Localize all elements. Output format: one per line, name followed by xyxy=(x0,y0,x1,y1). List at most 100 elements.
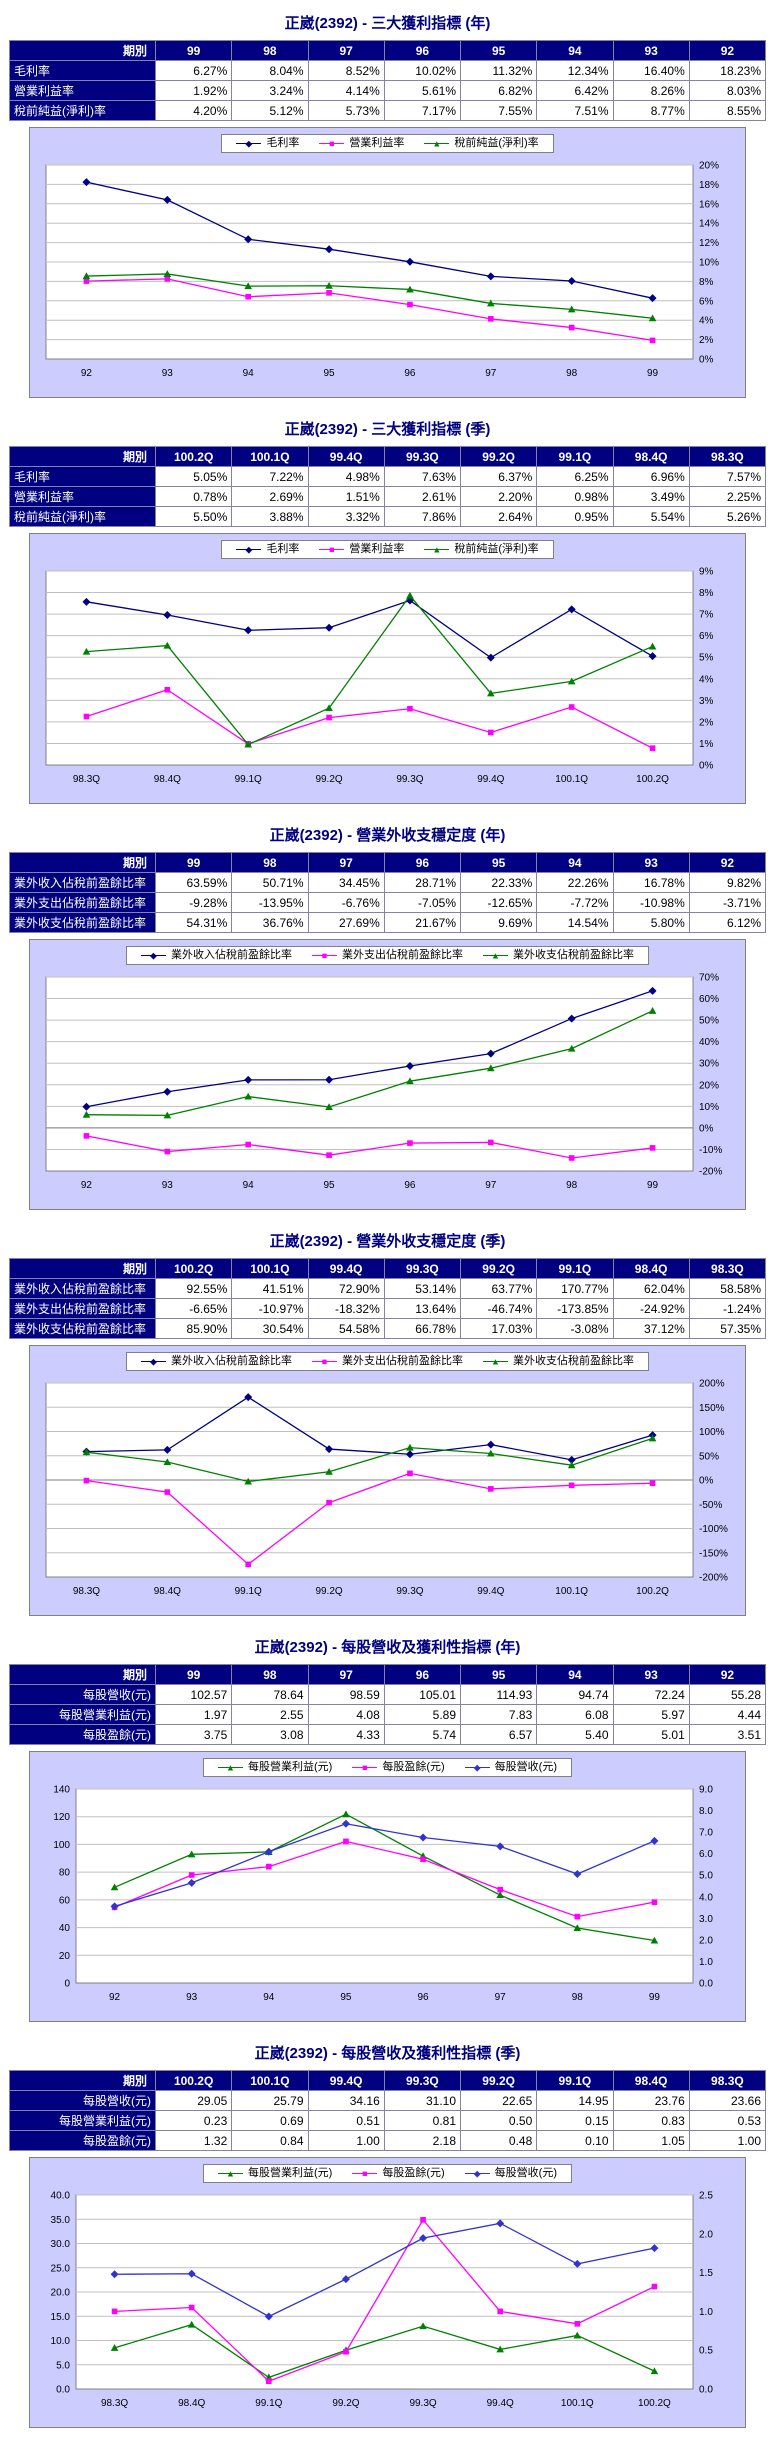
y-axis-label-right: 3.0 xyxy=(699,1914,713,1925)
table-header-row: 期別 100.2Q 100.1Q 99.4Q 99.3Q 99.2Q 99.1Q 98.4Q 9… xyxy=(9,1258,767,1279)
metric-value-cell: 10.02% xyxy=(383,60,462,81)
series-marker-diamond xyxy=(648,986,657,995)
metric-value-cell: 6.42% xyxy=(536,80,614,101)
metrics-table: 期別 100.2Q 100.1Q 99.4Q 99.3Q 99.2Q 99.1Q 98.4Q 9… xyxy=(9,2070,767,2151)
x-axis-label: 98.4Q xyxy=(154,774,181,785)
x-axis-label: 99.2Q xyxy=(332,2398,359,2409)
series-marker-triangle xyxy=(406,285,414,293)
metric-row-label: 業外支出佔稅前盈餘比率 xyxy=(9,892,156,913)
series-marker-diamond xyxy=(573,1870,582,1879)
metric-value-cell: 5.40 xyxy=(536,1724,614,1745)
series-marker-triangle xyxy=(82,1448,91,1456)
period-column-header: 98.4Q xyxy=(612,2070,690,2091)
x-axis-label: 99.4Q xyxy=(477,774,504,785)
panel-chart-host: ◆ 毛利率 ■ 營業利益率 ▲ 稅前純益(淨利)率 0% 1% 2% 3% 4% 5% 6% 7% 8% 9%… xyxy=(29,533,746,804)
series-line-0 xyxy=(114,1813,655,1942)
period-column-header: 99.3Q xyxy=(383,446,462,467)
y-axis-label-left: 40.0 xyxy=(51,2191,71,2202)
series-line-1 xyxy=(114,2218,655,2382)
series-line-1 xyxy=(86,1135,653,1159)
metric-value-cell: -1.24% xyxy=(688,1298,767,1319)
series-marker-triangle xyxy=(82,272,91,280)
metric-value-cell: 0.53 xyxy=(688,2110,767,2131)
metric-value-cell: 0.84 xyxy=(231,2130,309,2151)
x-axis-label: 92 xyxy=(81,1180,93,1191)
legend-line xyxy=(236,143,262,144)
metric-value-cell: 1.05 xyxy=(612,2130,690,2151)
y-axis-label-right: 16% xyxy=(699,199,719,210)
chart-svg: -200% -150% -100% -50% 0% 50% 100% 150% 200% 98.3… xyxy=(45,1379,728,1597)
y-axis-label-right: 8% xyxy=(699,277,714,288)
x-axis-label: 100.2Q xyxy=(636,1586,669,1597)
series-marker-diamond xyxy=(163,610,172,619)
series-line-1 xyxy=(114,1840,655,1918)
x-axis-label: 98.3Q xyxy=(73,1586,100,1597)
metric-row-label: 毛利率 xyxy=(9,60,156,81)
x-axis-label: 97 xyxy=(485,1180,497,1191)
legend-label: 每股營收(元) xyxy=(494,2167,557,2179)
metric-value-cell: 6.27% xyxy=(154,60,233,81)
chart-legend: ▲ 每股營業利益(元) ■ 每股盈餘(元) ◆ 每股營收(元) xyxy=(203,2164,572,2183)
period-column-header: 97 xyxy=(307,40,385,61)
series-marker-triangle xyxy=(342,1810,350,1818)
series-marker-diamond xyxy=(405,1450,414,1459)
series-marker-square xyxy=(649,745,656,751)
legend-glyph: ▲ xyxy=(432,544,442,554)
series-marker-square xyxy=(326,1499,332,1506)
x-axis-label: 100.2Q xyxy=(638,2398,671,2409)
metric-value-cell: 78.64 xyxy=(231,1684,309,1705)
metric-value-cell: 4.20% xyxy=(154,100,233,121)
metric-value-cell: 1.51% xyxy=(307,486,385,507)
metric-value-cell: 6.96% xyxy=(612,466,690,487)
series-marker-square xyxy=(83,1133,90,1139)
series-marker-triangle xyxy=(325,1103,333,1111)
x-axis-label: 97 xyxy=(495,1992,507,2003)
legend-line xyxy=(141,955,166,956)
series-marker-diamond xyxy=(648,652,657,661)
period-column-header: 99.4Q xyxy=(307,2070,385,2091)
metric-value-cell: 7.17% xyxy=(383,100,462,121)
x-axis-label: 99.1Q xyxy=(235,774,262,785)
panel-annual-nonoperating-stability: 正崴(2392) - 營業外收支穩定度 (年) 期別 99 98 97 96 95 94 93… xyxy=(0,812,775,1218)
metric-value-cell: 98.59 xyxy=(307,1684,385,1705)
metric-value-cell: 27.69% xyxy=(307,912,385,933)
panel-title: 正崴(2392) - 營業外收支穩定度 (季) xyxy=(269,1233,506,1250)
series-marker-triangle xyxy=(406,1443,414,1451)
x-axis-label: 97 xyxy=(485,368,497,379)
series-marker-square xyxy=(188,1872,195,1878)
metric-value-cell: 114.93 xyxy=(459,1684,538,1705)
y-axis-label-right: -20% xyxy=(699,1167,722,1178)
panel-title: 正崴(2392) - 每股營收及獲利性指標 (年) xyxy=(254,1639,521,1656)
series-marker-triangle xyxy=(487,689,495,697)
period-column-header: 98 xyxy=(231,1664,309,1685)
series-marker-diamond xyxy=(82,178,91,187)
legend-marker-diamond-icon: ◆ xyxy=(464,2168,490,2179)
metric-value-cell: 22.33% xyxy=(459,872,538,893)
legend-label: 營業利益率 xyxy=(349,543,405,555)
metric-value-cell: -18.32% xyxy=(307,1298,385,1319)
legend-item: ▲ 每股營業利益(元) xyxy=(218,1760,332,1775)
table-header-row: 期別 99 98 97 96 95 94 93 92 xyxy=(9,852,767,873)
series-line-0 xyxy=(86,990,653,1108)
y-axis-label-right: 70% xyxy=(699,973,719,984)
metric-value-cell: 5.05% xyxy=(154,466,233,487)
legend-marker-triangle-icon: ▲ xyxy=(218,1762,243,1773)
legend-glyph: ◆ xyxy=(150,1356,157,1366)
x-axis-label: 99.3Q xyxy=(409,2398,436,2409)
metric-value-cell: 0.10 xyxy=(536,2130,614,2151)
period-column-header: 96 xyxy=(383,40,462,61)
y-axis-label-right: -150% xyxy=(699,1548,728,1559)
period-column-header: 99.1Q xyxy=(536,446,614,467)
metric-value-cell: 7.57% xyxy=(688,466,767,487)
y-axis-label-right: 2% xyxy=(699,717,714,728)
series-marker-diamond xyxy=(163,1445,172,1454)
legend-glyph: ■ xyxy=(321,1356,328,1366)
legend-glyph: ◆ xyxy=(473,2168,481,2178)
legend-glyph: ■ xyxy=(362,2168,368,2178)
series-marker-triangle xyxy=(496,1891,504,1899)
legend-item: ◆ 毛利率 xyxy=(236,136,299,151)
series-marker-triangle xyxy=(325,1467,333,1475)
metric-value-cell: 4.98% xyxy=(307,466,385,487)
panel-chart-host: ◆ 業外收入佔稅前盈餘比率 ■ 業外支出佔稅前盈餘比率 ▲ 業外收支佔稅前盈餘比率 -200… xyxy=(29,1345,746,1616)
metric-value-cell: 41.51% xyxy=(231,1278,309,1299)
